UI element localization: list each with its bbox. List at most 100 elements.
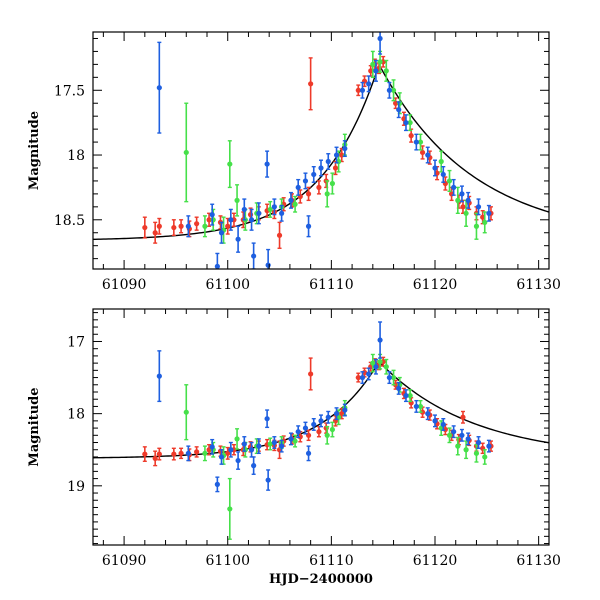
data-point (451, 184, 457, 191)
data-point (276, 232, 283, 238)
data-point (152, 455, 158, 461)
data-point (333, 152, 340, 158)
data-point (194, 449, 200, 455)
data-point (251, 463, 257, 469)
data-point (459, 432, 465, 438)
data-point (305, 450, 312, 456)
data-point (373, 364, 379, 370)
data-point (425, 411, 431, 417)
plot-frame (92, 308, 550, 546)
plot-frame (92, 31, 550, 270)
data-point (446, 178, 453, 184)
y-tick-label: 18.5 (54, 213, 85, 229)
y-tick-label: 19 (67, 479, 85, 495)
data-point (332, 165, 339, 171)
data-point (185, 223, 191, 229)
data-point (316, 429, 322, 435)
data-point (446, 432, 453, 438)
data-point (417, 139, 424, 145)
data-point (228, 217, 234, 223)
data-point (386, 87, 392, 93)
data-point (440, 421, 446, 428)
data-point (407, 393, 413, 399)
data-point (279, 210, 285, 216)
x-tick-label: 61100 (205, 553, 250, 569)
series-green (183, 353, 488, 540)
data-point (302, 425, 309, 431)
data-point (359, 374, 366, 381)
data-point (264, 416, 270, 422)
plot-area (93, 321, 549, 540)
data-point (305, 223, 312, 229)
data-point (234, 197, 240, 203)
data-point (475, 439, 482, 446)
data-point (432, 418, 438, 424)
data-point (256, 443, 262, 449)
x-tick-label: 61100 (205, 277, 250, 293)
data-point (241, 441, 247, 447)
data-point (355, 87, 361, 93)
data-point (288, 197, 294, 203)
data-point (377, 337, 383, 343)
data-point (377, 359, 383, 365)
data-point (325, 414, 331, 420)
data-point (218, 454, 225, 460)
y-tick-label: 18 (67, 148, 85, 164)
data-point (235, 457, 241, 464)
data-point (156, 223, 162, 229)
data-point (316, 184, 322, 191)
data-point (451, 429, 457, 435)
series-blue (156, 32, 492, 269)
data-point (373, 68, 379, 74)
data-point (366, 371, 372, 377)
data-point (218, 230, 225, 236)
data-point (413, 403, 419, 410)
data-point (324, 191, 330, 197)
data-point (396, 107, 402, 113)
data-point (438, 158, 444, 165)
data-point (325, 158, 331, 165)
data-point (183, 149, 189, 156)
data-point (311, 171, 317, 178)
series-red (142, 356, 494, 467)
data-point (432, 165, 438, 171)
data-point (486, 210, 492, 216)
data-point (318, 165, 324, 171)
data-point (214, 481, 220, 487)
data-point (383, 364, 389, 370)
data-point (419, 149, 426, 156)
x-tick-label: 61090 (102, 277, 147, 293)
y-axis-label: Magnitude (27, 387, 42, 466)
data-point (355, 374, 361, 381)
data-point (386, 374, 392, 381)
data-point (248, 217, 255, 223)
data-point (463, 210, 469, 216)
data-point (486, 443, 492, 449)
series-blue (156, 321, 492, 493)
data-point (440, 171, 446, 178)
y-axis-label: Magnitude (27, 111, 42, 190)
data-point (305, 191, 312, 197)
data-point (465, 436, 471, 442)
x-tick-label: 61090 (102, 553, 147, 569)
data-point (267, 441, 273, 447)
data-point (473, 450, 480, 456)
data-point (390, 374, 397, 381)
data-point (171, 451, 177, 457)
data-point (214, 263, 220, 269)
x-tick-label: 61120 (413, 553, 458, 569)
data-point (248, 447, 255, 453)
data-point (417, 403, 424, 410)
data-point (206, 217, 212, 223)
data-point (465, 197, 471, 203)
data-point (329, 426, 335, 433)
data-point (234, 436, 240, 442)
data-point (342, 145, 348, 152)
bottom-panel: 61090 61100 61110 61120 61130 17 18 19 Magnitude… (27, 308, 561, 587)
data-point (241, 206, 247, 213)
data-point (194, 221, 200, 227)
data-point (383, 68, 389, 74)
data-point (142, 224, 148, 231)
data-point (308, 371, 314, 377)
data-point (228, 447, 234, 453)
